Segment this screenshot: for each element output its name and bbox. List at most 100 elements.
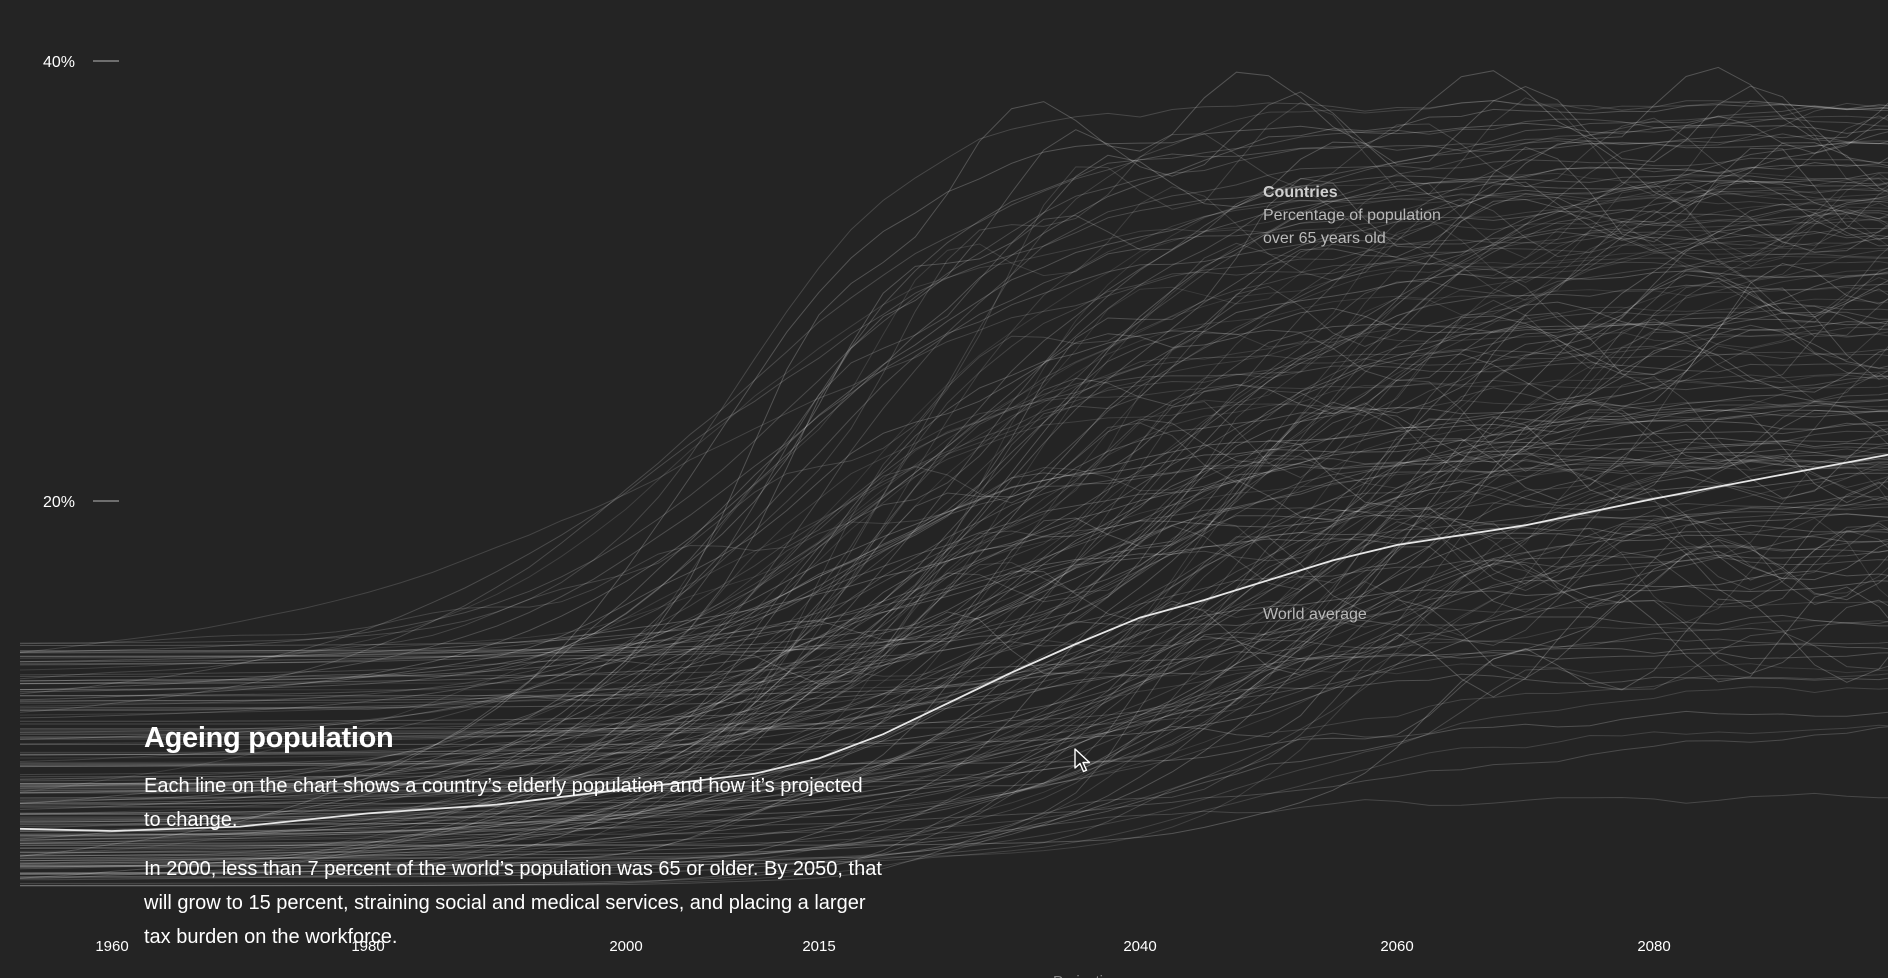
country-line: [19, 217, 1888, 671]
country-line: [19, 444, 1888, 788]
country-line: [19, 524, 1888, 806]
country-line: [19, 262, 1888, 857]
x-tick-label: 2040: [1123, 938, 1156, 955]
y-axis: 40% 20%: [43, 54, 119, 511]
country-line: [20, 433, 1888, 825]
country-line: [20, 538, 1888, 784]
country-line: [19, 414, 1888, 868]
country-line: [19, 162, 1888, 766]
country-lines: [19, 66, 1888, 887]
country-line: [20, 305, 1888, 753]
country-line: [20, 203, 1888, 691]
story-title: Ageing population: [144, 722, 394, 754]
country-line: [20, 192, 1888, 767]
country-line: [19, 105, 1888, 719]
story-panel: Ageing population Each line on the chart…: [144, 722, 884, 969]
country-line: [19, 420, 1888, 840]
country-line: [20, 543, 1888, 846]
projection-label: Projection: [1053, 973, 1120, 978]
country-line: [19, 208, 1888, 810]
country-line: [19, 430, 1888, 778]
country-line: [20, 517, 1888, 788]
country-line: [19, 643, 1888, 879]
country-line: [19, 673, 1888, 866]
country-line: [20, 710, 1888, 879]
country-line: [19, 179, 1888, 865]
country-line: [20, 224, 1888, 697]
country-line: [20, 673, 1888, 853]
country-line: [20, 411, 1888, 808]
country-line: [20, 331, 1888, 814]
country-line: [20, 501, 1888, 786]
country-line: [19, 457, 1888, 697]
country-line: [19, 437, 1888, 740]
country-line: [19, 329, 1888, 878]
story-paragraph-2: In 2000, less than 7 percent of the worl…: [144, 858, 882, 948]
country-line: [19, 179, 1888, 857]
country-line: [19, 179, 1888, 824]
country-line: [19, 458, 1888, 862]
country-line: [20, 631, 1888, 868]
world-average-line: [19, 453, 1888, 832]
country-line: [19, 726, 1888, 832]
country-line: [19, 528, 1888, 815]
country-line: [20, 481, 1888, 886]
country-line: [19, 301, 1888, 693]
country-line: [19, 399, 1888, 862]
country-line: [19, 311, 1888, 804]
country-line: [19, 212, 1888, 794]
country-line: [19, 514, 1888, 875]
country-line: [19, 172, 1888, 838]
country-line: [19, 85, 1888, 801]
country-line: [20, 541, 1888, 725]
country-line: [20, 347, 1888, 819]
country-line: [19, 556, 1888, 768]
country-line: [20, 511, 1888, 884]
country-line: [19, 133, 1888, 653]
country-line: [20, 663, 1888, 759]
x-tick-label: 1980: [351, 938, 384, 955]
x-tick-label: 2060: [1380, 938, 1413, 955]
country-line: [19, 620, 1888, 841]
country-line: [20, 283, 1888, 785]
country-line: [20, 460, 1888, 859]
country-line: [19, 620, 1888, 855]
country-line: [20, 550, 1888, 722]
country-line: [19, 324, 1888, 879]
x-tick-label: 2080: [1637, 938, 1670, 955]
country-line: [20, 651, 1888, 844]
country-line: [20, 115, 1888, 657]
country-line: [19, 321, 1888, 849]
country-line: [20, 274, 1888, 702]
country-line: [19, 532, 1888, 787]
country-line: [19, 247, 1888, 865]
country-line: [19, 495, 1888, 844]
country-line: [20, 457, 1888, 734]
country-line: [19, 513, 1888, 875]
country-line: [20, 544, 1888, 864]
country-line: [20, 503, 1888, 836]
country-line: [20, 636, 1888, 711]
country-line: [20, 463, 1888, 846]
country-line: [20, 370, 1888, 886]
country-line: [20, 260, 1888, 739]
country-line: [19, 472, 1888, 820]
country-line: [19, 114, 1888, 685]
country-line: [19, 99, 1888, 644]
country-line: [20, 409, 1888, 853]
country-line: [19, 212, 1888, 654]
country-line: [19, 298, 1888, 793]
country-line: [19, 614, 1888, 794]
country-line: [19, 422, 1888, 663]
country-line: [20, 345, 1888, 793]
country-line: [19, 409, 1888, 663]
country-line: [20, 177, 1888, 815]
country-line: [20, 177, 1888, 767]
country-line: [19, 247, 1888, 789]
country-line: [19, 362, 1888, 870]
country-line: [19, 586, 1888, 804]
country-line: [20, 599, 1888, 875]
y-tick-label: 20%: [43, 494, 75, 511]
country-line: [19, 454, 1888, 782]
